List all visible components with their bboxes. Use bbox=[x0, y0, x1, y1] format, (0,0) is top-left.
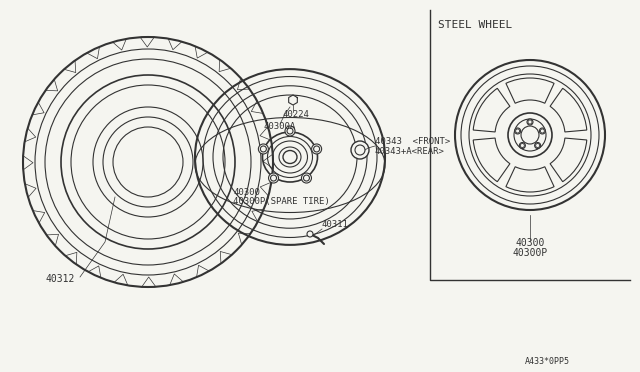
Ellipse shape bbox=[283, 151, 297, 164]
Circle shape bbox=[259, 144, 268, 154]
Text: 40343  <FRONT>: 40343 <FRONT> bbox=[375, 137, 451, 146]
Text: 40312: 40312 bbox=[45, 274, 75, 284]
Circle shape bbox=[307, 231, 313, 237]
Circle shape bbox=[269, 173, 278, 183]
Text: STEEL WHEEL: STEEL WHEEL bbox=[438, 20, 512, 30]
Wedge shape bbox=[506, 78, 554, 103]
Wedge shape bbox=[506, 167, 554, 192]
Wedge shape bbox=[550, 138, 587, 182]
Circle shape bbox=[515, 128, 520, 134]
Text: 40300: 40300 bbox=[233, 188, 260, 197]
Circle shape bbox=[521, 126, 539, 144]
Circle shape bbox=[351, 141, 369, 159]
Text: 40300A: 40300A bbox=[264, 122, 296, 131]
Wedge shape bbox=[473, 88, 510, 132]
Text: 40343+A<REAR>: 40343+A<REAR> bbox=[375, 147, 445, 156]
Circle shape bbox=[301, 173, 312, 183]
Text: 40300: 40300 bbox=[515, 238, 545, 248]
Wedge shape bbox=[550, 88, 587, 132]
Text: 40300P: 40300P bbox=[513, 248, 548, 258]
Circle shape bbox=[527, 119, 533, 125]
Text: A433*0PP5: A433*0PP5 bbox=[525, 357, 570, 366]
Circle shape bbox=[540, 128, 545, 134]
Text: 40311: 40311 bbox=[322, 220, 349, 229]
Circle shape bbox=[519, 142, 525, 148]
Text: 40224: 40224 bbox=[283, 110, 309, 119]
Wedge shape bbox=[473, 138, 510, 182]
Circle shape bbox=[285, 126, 295, 136]
Circle shape bbox=[508, 113, 552, 157]
Circle shape bbox=[534, 142, 541, 148]
Circle shape bbox=[312, 144, 322, 154]
Text: 40300P(SPARE TIRE): 40300P(SPARE TIRE) bbox=[233, 197, 330, 206]
